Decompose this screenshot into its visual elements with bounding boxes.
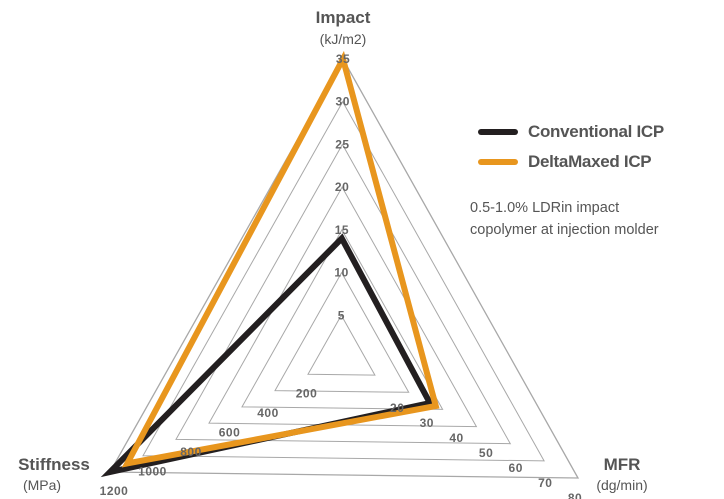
legend-label-deltamaxed: DeltaMaxed ICP: [528, 152, 652, 171]
tick-stiffness-200: 200: [296, 387, 318, 401]
tick-mfr-60: 60: [509, 461, 523, 475]
legend-swatch-conventional: [478, 129, 518, 135]
legend: Conventional ICP DeltaMaxed ICP: [478, 117, 664, 177]
tick-impact-25: 25: [335, 137, 349, 151]
tick-stiffness-600: 600: [219, 426, 241, 440]
stiffness-axis-unit: (MPa): [23, 477, 61, 493]
mfr-axis-title: MFR: [604, 455, 641, 474]
impact-axis-unit: (kJ/m2): [320, 31, 367, 47]
tick-stiffness-800: 800: [180, 445, 202, 459]
tick-stiffness-1200: 1200: [100, 484, 129, 498]
grid-ring-2: [274, 271, 410, 393]
tick-impact-30: 30: [336, 95, 350, 109]
series-deltamaxed-icp: [121, 50, 440, 468]
grid-ring-5: [175, 143, 512, 445]
annotation-line-2: copolymer at injection molder: [470, 222, 659, 238]
radar-series: [100, 50, 440, 478]
grid-ring-3: [241, 228, 444, 410]
tick-mfr-80: 80: [568, 491, 582, 499]
grid-ring-1: [307, 314, 376, 376]
legend-item-deltamaxed: DeltaMaxed ICP: [478, 147, 664, 177]
annotation-note: 0.5-1.0% LDRin impact copolymer at injec…: [470, 197, 720, 241]
tick-stiffness-400: 400: [257, 406, 279, 420]
radar-tick-labels: 5 10 15 20 25 30 35 20 30 40 50 60 70 80 200 400 600 800 1…: [100, 52, 582, 499]
tick-mfr-50: 50: [479, 446, 493, 460]
legend-label-conventional: Conventional ICP: [528, 122, 664, 141]
annotation-line-1: 0.5-1.0% LDRin impact: [470, 200, 620, 216]
tick-impact-5: 5: [338, 308, 345, 322]
tick-mfr-40: 40: [449, 431, 463, 445]
grid-ring-7: [108, 57, 580, 479]
tick-impact-15: 15: [335, 223, 349, 237]
tick-mfr-70: 70: [538, 476, 552, 490]
tick-mfr-20: 20: [390, 401, 404, 415]
tick-impact-35: 35: [336, 52, 350, 66]
legend-swatch-deltamaxed: [478, 159, 518, 165]
mfr-axis-unit: (dg/min): [596, 477, 647, 493]
grid-ring-6: [142, 100, 545, 462]
tick-stiffness-1000: 1000: [138, 465, 167, 479]
tick-mfr-30: 30: [420, 416, 434, 430]
tick-impact-10: 10: [334, 266, 348, 280]
impact-axis-title: Impact: [316, 8, 371, 27]
legend-item-conventional: Conventional ICP: [478, 117, 664, 147]
stiffness-axis-title: Stiffness: [18, 455, 90, 474]
tick-impact-20: 20: [335, 180, 349, 194]
